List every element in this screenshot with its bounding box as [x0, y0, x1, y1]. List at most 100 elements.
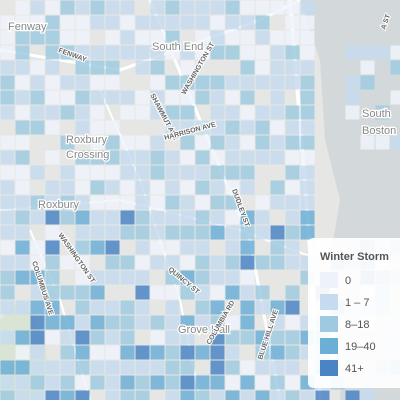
heat-cell	[30, 300, 45, 315]
heat-cell	[120, 195, 135, 210]
heat-cell	[180, 45, 195, 60]
heat-cell	[30, 255, 45, 270]
heat-cell	[105, 75, 120, 90]
heat-cell	[285, 150, 300, 165]
heat-cell	[75, 195, 90, 210]
heat-cell	[75, 15, 90, 30]
heat-cell	[30, 345, 45, 360]
heat-cell	[0, 135, 15, 150]
heat-cell	[120, 315, 135, 330]
place-label: South End	[152, 41, 203, 53]
heat-cell	[150, 255, 165, 270]
heat-cell	[180, 390, 195, 400]
heat-cell	[45, 240, 60, 255]
heat-cell	[165, 285, 180, 300]
heat-cell	[135, 225, 150, 240]
heat-cell	[240, 135, 255, 150]
heat-cell	[315, 390, 330, 400]
heat-cell	[45, 255, 60, 270]
place-label: Fenway	[8, 21, 47, 33]
heat-cell	[195, 225, 210, 240]
heat-cell	[45, 300, 60, 315]
legend-label: 1 – 7	[345, 297, 369, 309]
heat-cell	[45, 75, 60, 90]
heat-cell	[0, 195, 15, 210]
heat-cell	[105, 135, 120, 150]
heat-cell	[30, 0, 45, 15]
heat-cell	[285, 225, 300, 240]
heat-cell	[15, 270, 30, 285]
heat-cell	[300, 75, 315, 90]
heat-cell	[240, 165, 255, 180]
legend-swatch	[320, 316, 338, 332]
heat-cell	[195, 165, 210, 180]
heat-cell	[300, 180, 315, 195]
heat-cell	[60, 0, 75, 15]
heat-cell	[30, 375, 45, 390]
heat-cell	[300, 15, 315, 30]
legend-label: 8–18	[345, 319, 369, 331]
heat-cell	[15, 240, 30, 255]
heat-cell	[180, 60, 195, 75]
heat-cell	[270, 315, 285, 330]
heat-cell	[120, 210, 135, 225]
heat-cell	[195, 75, 210, 90]
heat-cell	[210, 300, 225, 315]
heat-cell	[255, 75, 270, 90]
heat-cell	[390, 45, 400, 60]
heat-cell	[45, 30, 60, 45]
heat-cell	[195, 345, 210, 360]
heat-cell	[165, 390, 180, 400]
heat-cell	[225, 165, 240, 180]
heat-cell	[225, 45, 240, 60]
heat-cell	[195, 135, 210, 150]
heat-cell	[120, 360, 135, 375]
heat-cell	[300, 210, 315, 225]
place-label: Roxbury	[66, 134, 107, 146]
heat-cell	[60, 315, 75, 330]
heat-cell	[195, 195, 210, 210]
heat-cell	[240, 300, 255, 315]
heat-cell	[135, 345, 150, 360]
heat-cell	[285, 180, 300, 195]
heat-cell	[15, 195, 30, 210]
heat-cell	[255, 285, 270, 300]
heat-cell	[195, 270, 210, 285]
heat-cell	[210, 210, 225, 225]
heat-cell	[165, 270, 180, 285]
heat-cell	[225, 15, 240, 30]
heat-cell	[120, 375, 135, 390]
heat-cell	[150, 360, 165, 375]
heat-cell	[255, 105, 270, 120]
heat-cell	[45, 390, 60, 400]
heat-cell	[60, 90, 75, 105]
heat-cell	[90, 375, 105, 390]
heat-cell	[240, 15, 255, 30]
heat-cell	[105, 360, 120, 375]
heat-cell	[360, 135, 375, 150]
heat-cell	[225, 375, 240, 390]
heat-cell	[210, 135, 225, 150]
heat-cell	[0, 165, 15, 180]
heat-cell	[255, 195, 270, 210]
heat-cell	[105, 255, 120, 270]
heat-cell	[300, 225, 315, 240]
heat-cell	[210, 255, 225, 270]
heat-cell	[255, 60, 270, 75]
heat-cell	[0, 300, 15, 315]
heat-cell	[75, 240, 90, 255]
heat-cell	[90, 330, 105, 345]
heat-cell	[300, 45, 315, 60]
heat-cell	[270, 90, 285, 105]
heat-cell	[75, 75, 90, 90]
heat-cell	[45, 15, 60, 30]
heat-cell	[120, 45, 135, 60]
heat-cell	[255, 0, 270, 15]
heat-cell	[45, 0, 60, 15]
heat-cell	[180, 255, 195, 270]
heat-cell	[390, 90, 400, 105]
heat-cell	[0, 180, 15, 195]
heat-cell	[195, 15, 210, 30]
heat-cell	[120, 225, 135, 240]
heat-cell	[240, 360, 255, 375]
